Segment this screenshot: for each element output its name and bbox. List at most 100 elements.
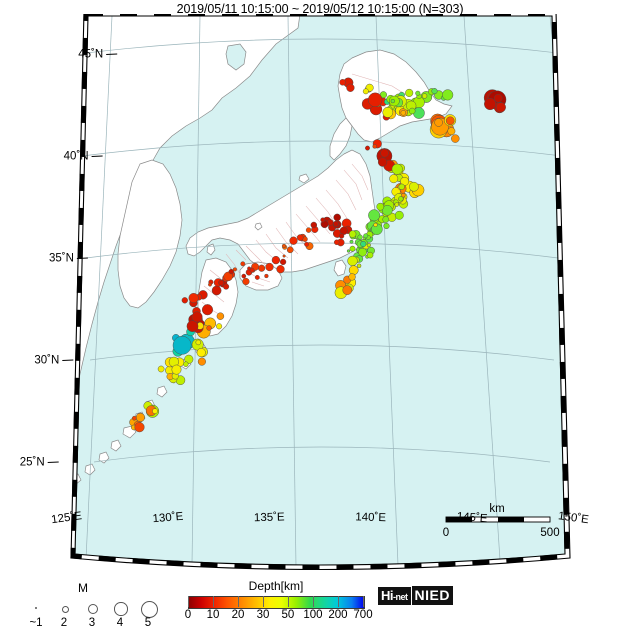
epicenter-marker[interactable]: [242, 277, 250, 286]
epicenter-marker[interactable]: [383, 222, 390, 230]
epicenter-marker[interactable]: [434, 118, 443, 127]
epicenter-marker[interactable]: [362, 88, 369, 95]
epicenter-marker[interactable]: [382, 107, 394, 118]
epicenter-marker[interactable]: [29, 483, 39, 493]
epicenter-marker[interactable]: [368, 209, 381, 222]
epicenter-marker[interactable]: [184, 354, 194, 364]
epicenter-marker[interactable]: [391, 163, 403, 175]
epicenter-marker[interactable]: [415, 90, 421, 96]
epicenter-marker[interactable]: [347, 255, 358, 267]
epicenter-marker[interactable]: [44, 473, 48, 477]
epicenter-marker[interactable]: [197, 357, 206, 366]
epicenter-marker[interactable]: [346, 249, 351, 253]
epicenter-marker[interactable]: [348, 265, 359, 276]
epicenter-marker[interactable]: [181, 297, 188, 304]
epicenter-marker[interactable]: [348, 273, 356, 281]
epicenter-marker[interactable]: [366, 243, 371, 248]
epicenter-marker[interactable]: [41, 472, 47, 478]
epicenter-marker[interactable]: [296, 234, 304, 241]
epicenter-marker[interactable]: [339, 79, 346, 86]
epicenter-marker[interactable]: [495, 102, 506, 113]
epicenter-marker[interactable]: [445, 116, 455, 126]
epicenter-marker[interactable]: [333, 239, 340, 246]
epicenter-marker[interactable]: [346, 83, 355, 92]
map-canvas[interactable]: km 0 500 45˚N 40˚N 35˚N 30˚N 25˚N 125˚E 130˚E…: [0, 14, 640, 570]
epicenter-marker[interactable]: [305, 227, 312, 233]
epicenter-marker[interactable]: [196, 348, 206, 358]
epicenter-marker[interactable]: [409, 181, 419, 192]
epicenter-marker[interactable]: [289, 236, 298, 245]
epicenter-marker[interactable]: [157, 365, 165, 373]
epicenter-marker[interactable]: [408, 107, 416, 115]
epicenter-marker[interactable]: [34, 482, 40, 488]
epicenter-marker[interactable]: [358, 247, 367, 257]
epicenter-marker[interactable]: [398, 183, 405, 190]
epicenter-marker[interactable]: [206, 325, 212, 331]
epicenter-marker[interactable]: [394, 202, 399, 207]
epicenter-marker[interactable]: [172, 335, 192, 355]
epicenter-marker[interactable]: [401, 192, 406, 198]
epicenter-marker[interactable]: [171, 364, 182, 375]
epicenter-marker[interactable]: [377, 157, 388, 167]
epicenter-marker[interactable]: [373, 222, 378, 228]
epicenter-marker[interactable]: [349, 245, 356, 252]
epicenter-marker[interactable]: [241, 273, 247, 279]
epicenter-marker[interactable]: [398, 196, 404, 202]
epicenter-marker[interactable]: [195, 339, 202, 346]
epicenter-marker[interactable]: [218, 279, 225, 286]
epicenter-marker[interactable]: [442, 89, 454, 101]
epicenter-marker[interactable]: [183, 361, 189, 367]
epicenter-marker[interactable]: [41, 481, 46, 486]
epicenter-marker[interactable]: [29, 469, 39, 479]
epicenter-marker[interactable]: [216, 312, 225, 320]
epicenter-marker[interactable]: [25, 474, 35, 484]
epicenter-marker[interactable]: [348, 230, 357, 238]
epicenter-marker[interactable]: [41, 483, 46, 488]
epicenter-marker[interactable]: [282, 254, 286, 258]
epicenter-marker[interactable]: [51, 472, 61, 482]
epicenter-marker[interactable]: [26, 483, 31, 488]
epicenter-marker[interactable]: [349, 239, 354, 244]
epicenter-marker[interactable]: [390, 98, 395, 104]
epicenter-marker[interactable]: [394, 210, 404, 220]
epicenter-marker[interactable]: [363, 233, 369, 239]
epicenter-marker[interactable]: [286, 246, 294, 254]
epicenter-marker[interactable]: [389, 174, 399, 184]
epicenter-marker[interactable]: [247, 266, 252, 271]
epicenter-marker[interactable]: [376, 202, 385, 211]
epicenter-marker[interactable]: [381, 204, 393, 216]
epicenter-marker[interactable]: [484, 97, 497, 111]
epicenter-marker[interactable]: [431, 88, 438, 95]
epicenter-marker[interactable]: [338, 233, 345, 239]
epicenter-marker[interactable]: [188, 292, 199, 304]
epicenter-marker[interactable]: [366, 251, 374, 259]
epicenter-marker[interactable]: [265, 262, 274, 272]
epicenter-marker[interactable]: [367, 92, 383, 108]
epicenter-marker[interactable]: [240, 261, 246, 267]
epicenter-marker[interactable]: [356, 263, 362, 269]
epicenter-marker[interactable]: [304, 241, 310, 247]
epicenter-marker[interactable]: [332, 220, 339, 227]
epicenter-marker[interactable]: [380, 148, 389, 158]
epicenter-marker[interactable]: [382, 216, 390, 223]
epicenter-marker[interactable]: [276, 265, 285, 274]
epicenter-marker[interactable]: [52, 472, 61, 481]
epicenter-marker[interactable]: [372, 144, 377, 149]
epicenter-marker[interactable]: [228, 268, 234, 275]
epicenter-marker[interactable]: [281, 243, 287, 249]
epicenter-marker[interactable]: [421, 93, 428, 99]
epicenter-marker[interactable]: [51, 469, 56, 474]
epicenter-marker[interactable]: [258, 264, 266, 272]
epicenter-marker[interactable]: [152, 408, 158, 414]
epicenter-marker[interactable]: [271, 255, 281, 265]
epicenter-marker[interactable]: [33, 476, 42, 485]
epicenter-marker[interactable]: [186, 320, 199, 333]
epicenter-marker[interactable]: [191, 311, 203, 323]
epicenter-marker[interactable]: [254, 274, 260, 280]
epicenter-marker[interactable]: [400, 110, 407, 116]
epicenter-marker[interactable]: [223, 283, 230, 290]
epicenter-marker[interactable]: [365, 145, 370, 151]
epicenter-marker[interactable]: [405, 88, 414, 97]
epicenter-marker[interactable]: [33, 470, 39, 476]
hypocenter-map[interactable]: km 0 500 45˚N 40˚N 35˚N 30˚N 25˚N 125˚E 130˚E…: [0, 14, 640, 570]
